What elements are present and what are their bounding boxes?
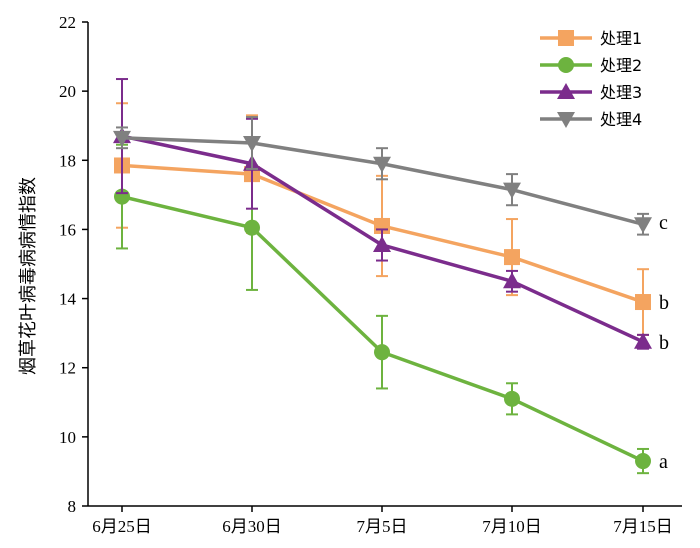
legend-label: 处理2 [600, 56, 642, 75]
legend-label: 处理4 [600, 110, 642, 129]
legend-item-4: 处理4 [540, 110, 642, 129]
data-point [504, 249, 520, 266]
data-point [113, 130, 131, 147]
data-point [243, 136, 261, 152]
data-point [635, 294, 651, 311]
legend-label: 处理3 [600, 83, 642, 102]
series-layer [113, 78, 652, 475]
legend-marker [557, 83, 575, 99]
legend-marker [558, 30, 574, 46]
y-tick-label: 18 [59, 151, 76, 170]
data-point [635, 453, 651, 470]
x-tick-label: 7月10日 [482, 517, 542, 536]
y-tick-label: 14 [59, 290, 77, 309]
data-point [374, 344, 390, 361]
y-tick-label: 16 [59, 220, 76, 239]
legend-item-2: 处理2 [540, 56, 642, 75]
x-tick-label: 6月30日 [222, 517, 282, 536]
x-tick-label: 7月15日 [613, 517, 673, 536]
y-tick-label: 22 [59, 13, 76, 32]
significance-label: c [659, 212, 668, 234]
data-point [503, 272, 521, 289]
significance-label: b [659, 292, 669, 314]
x-tick-label: 7月5日 [357, 517, 408, 536]
y-tick-label: 8 [68, 497, 77, 516]
data-point [244, 219, 260, 236]
data-point [503, 182, 521, 199]
series-4 [113, 116, 652, 236]
data-point [373, 156, 391, 173]
legend-item-1: 处理1 [540, 29, 642, 48]
legend-item-3: 处理3 [540, 83, 642, 102]
y-tick-label: 10 [59, 428, 76, 447]
legend-marker [558, 57, 574, 73]
data-point [634, 332, 652, 349]
significance-label: a [659, 451, 668, 473]
annotation-layer: c bb a [659, 212, 669, 473]
legend: 处理1 处理2 处理3 处理4 [540, 29, 642, 129]
significance-label: b [659, 332, 669, 354]
y-tick-label: 12 [59, 359, 76, 378]
y-axis-label: 烟草花叶病毒病病情指数 [18, 177, 39, 375]
legend-label: 处理1 [600, 29, 642, 48]
series-1 [114, 102, 651, 336]
data-point [504, 390, 520, 407]
legend-marker [557, 112, 575, 128]
x-tick-label: 6月25日 [92, 517, 152, 536]
data-point [373, 235, 391, 252]
data-point [634, 217, 652, 234]
series-3 [113, 78, 652, 350]
y-tick-label: 20 [59, 82, 76, 101]
axes: 8 10 12 14 16 18 20 22 6月25日 6月30日 7月5日 7月10日 7月15日 烟… [18, 13, 682, 536]
